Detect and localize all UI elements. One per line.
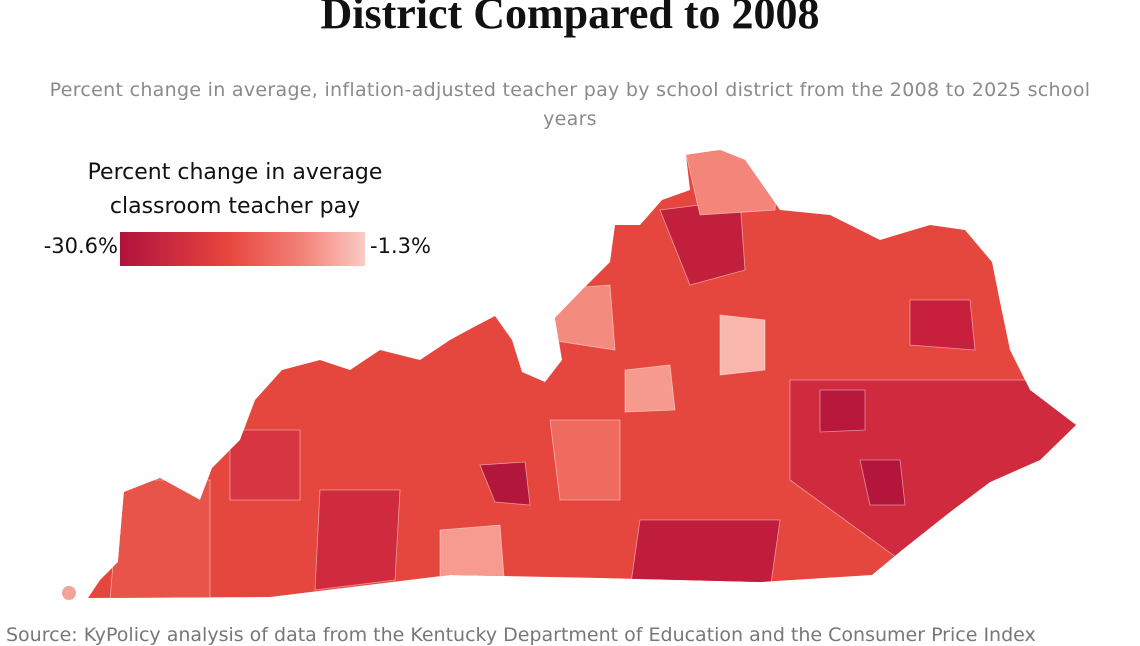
- district-region: [544, 284, 616, 351]
- state-outline: [88, 150, 1076, 598]
- source: Source: KyPolicy analysis of data from t…: [6, 624, 1036, 646]
- district-region: [629, 519, 781, 591]
- district-region: [859, 459, 906, 506]
- enclave: [62, 586, 76, 600]
- district-region: [819, 389, 866, 433]
- district-region: [479, 461, 531, 506]
- district-region: [719, 314, 766, 376]
- district-region: [314, 489, 401, 591]
- district-region: [439, 524, 506, 591]
- district-region: [684, 150, 781, 216]
- subtitle: Percent change in average, inflation-adj…: [49, 79, 1091, 130]
- legend-min-label: -30.6%: [43, 234, 118, 258]
- district-region: [229, 429, 301, 501]
- district-region: [909, 299, 976, 351]
- district-region: [624, 364, 676, 413]
- district-region: [109, 479, 211, 598]
- title: District Compared to 2008: [320, 0, 820, 38]
- legend-gradient: [120, 232, 365, 266]
- legend-max-label: -1.3%: [370, 234, 431, 258]
- district-region: [549, 419, 621, 501]
- legend-title: Percent change in average classroom teac…: [87, 160, 383, 219]
